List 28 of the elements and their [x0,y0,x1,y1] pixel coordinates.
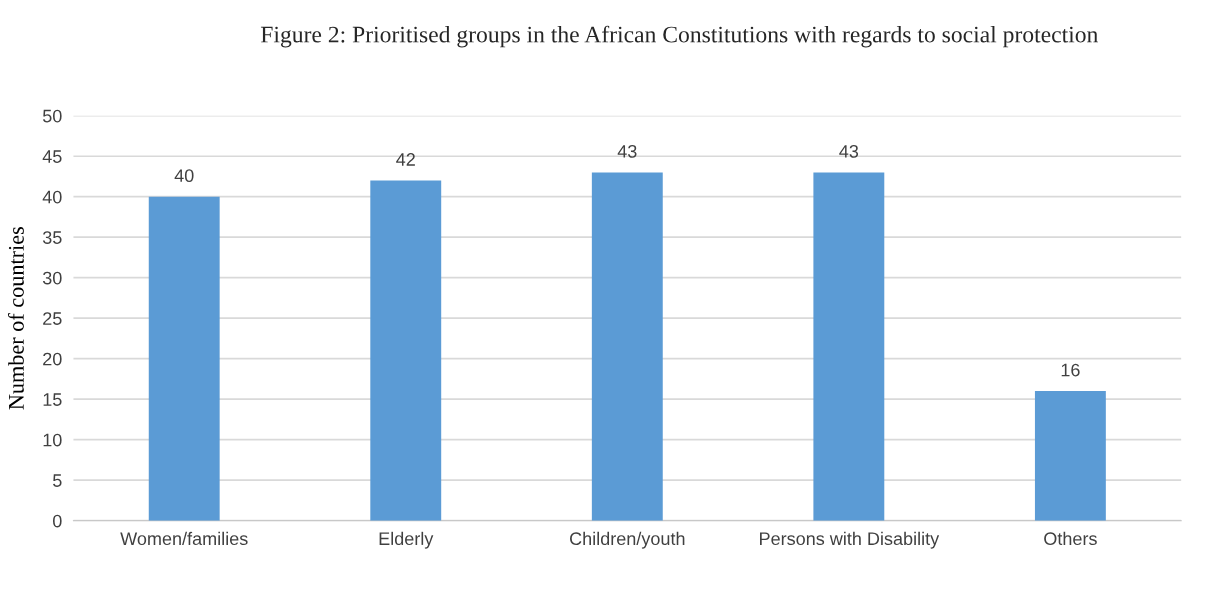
y-tick-label: 45 [42,150,62,163]
bar [1034,391,1106,521]
data-label: 42 [396,153,415,166]
y-tick-label: 15 [43,393,62,406]
x-tick-label: Children/youth [570,531,685,549]
y-tick-label: 40 [42,190,62,204]
y-tick-label: 20 [43,352,62,366]
y-tick-label: 50 [42,109,62,123]
chart-title: Figure 2: Prioritised groups in the African Constitutions with regards to social protection [260,25,1098,48]
x-tick-label: Elderly [379,531,434,549]
y-tick-label: 35 [42,231,62,244]
bar [148,196,220,521]
bar [591,172,663,521]
data-label: 16 [1061,363,1080,377]
x-tick-label: Others [1044,531,1097,546]
bar [813,172,885,521]
data-label: 40 [174,169,194,183]
y-tick-label: 0 [52,514,62,528]
y-tick-label: 25 [43,312,62,325]
bar [370,180,442,521]
y-tick-label: 10 [43,433,62,447]
y-tick-label: 30 [42,271,62,285]
data-label: 43 [839,144,859,158]
data-label: 43 [617,144,637,158]
x-tick-label: Women/families [120,531,248,546]
y-axis-title: Number of countries [7,227,24,410]
y-tick-label: 5 [53,474,62,487]
x-tick-label: Persons with Disability [760,531,940,549]
